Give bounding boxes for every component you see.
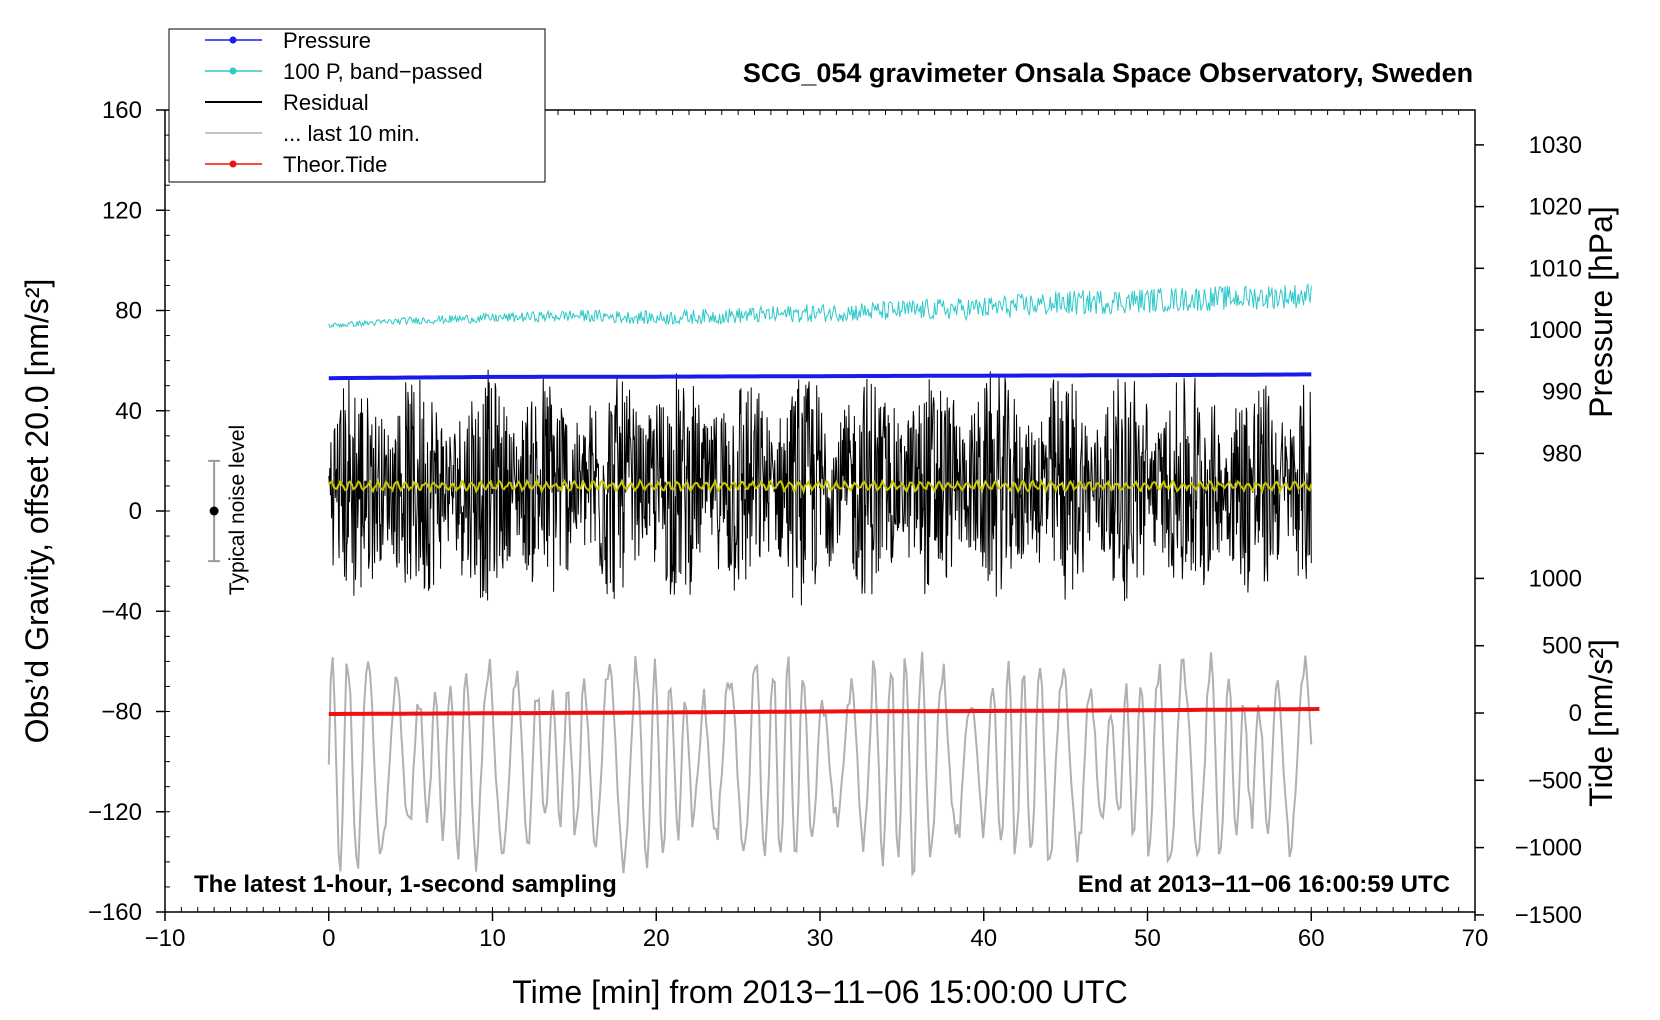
x-tick-label: 30 <box>807 925 834 952</box>
y-tick-label: 0 <box>129 498 142 525</box>
x-axis-label: Time [min] from 2013−11−06 15:00:00 UTC <box>512 974 1127 1010</box>
tide-tick-labels: 1000 500 0 −500 −1000 −1500 <box>1515 565 1582 929</box>
pressure-tick-label: 1000 <box>1529 317 1582 344</box>
pressure-tick-label: 1030 <box>1529 132 1582 159</box>
x-tick-label: 0 <box>322 925 335 952</box>
x-tick-label: −10 <box>145 925 186 952</box>
tide-tick-label: 0 <box>1569 700 1582 727</box>
tide-tick-label: 500 <box>1542 633 1582 660</box>
pressure-tick-labels: 1030 1020 1010 1000 990 980 <box>1529 132 1582 468</box>
x-tick-label: 20 <box>643 925 670 952</box>
legend: Pressure 100 P, band−passed Residual ... la… <box>168 28 546 183</box>
series-band-passed <box>328 282 1312 329</box>
major-ticks <box>156 109 1484 921</box>
x-tick-label: 50 <box>1134 925 1161 952</box>
x-tick-label: 40 <box>970 925 997 952</box>
minor-ticks <box>164 109 1476 913</box>
y-tick-labels: 160 120 80 40 0 −40 −80 −120 −160 <box>88 97 142 926</box>
x-tick-label: 10 <box>479 925 506 952</box>
pressure-tick-label: 980 <box>1542 440 1582 467</box>
legend-label: Theor.Tide <box>283 152 387 177</box>
tide-tick-label: −1500 <box>1515 902 1582 929</box>
noise-bar <box>208 459 221 563</box>
series-layer <box>327 282 1320 878</box>
chart-title: SCG_054 gravimeter Onsala Space Observat… <box>743 58 1473 88</box>
y-axis-label-tide: Tide [nm/s²] <box>1583 639 1619 807</box>
y-axis-label-left: Obs’d Gravity, offset 20.0 [nm/s²] <box>19 279 55 744</box>
legend-marker <box>229 160 237 168</box>
footer-right: End at 2013−11−06 16:00:59 UTC <box>1078 871 1450 898</box>
tide-tick-label: −500 <box>1528 767 1582 794</box>
series-residual-smoothed <box>327 477 1313 495</box>
y-tick-label: 160 <box>102 97 142 124</box>
series-last-10-min <box>327 651 1313 878</box>
y-tick-label: −40 <box>101 598 142 625</box>
tide-tick-label: 1000 <box>1529 565 1582 592</box>
legend-label: Residual <box>283 90 369 115</box>
y-tick-label: −80 <box>101 699 142 726</box>
legend-marker <box>229 67 237 75</box>
legend-label: 100 P, band−passed <box>283 59 483 84</box>
y-tick-label: 120 <box>102 197 142 224</box>
series-residual <box>328 369 1312 606</box>
y-tick-label: 80 <box>115 298 142 325</box>
series-pressure <box>328 372 1312 381</box>
noise-label: Typical noise level <box>226 425 249 595</box>
tide-tick-label: −1000 <box>1515 835 1582 862</box>
y-axis-label-pressure: Pressure [hPa] <box>1583 206 1619 418</box>
legend-label: Pressure <box>283 28 371 53</box>
x-tick-labels: −10 0 10 20 30 40 50 60 70 <box>145 925 1489 952</box>
legend-marker <box>229 36 237 44</box>
pressure-tick-label: 990 <box>1542 379 1582 406</box>
noise-bar-center-dot <box>209 506 219 516</box>
y-tick-label: −120 <box>88 799 142 826</box>
pressure-tick-label: 1020 <box>1529 194 1582 221</box>
pressure-tick-label: 1010 <box>1529 255 1582 282</box>
x-tick-label: 60 <box>1298 925 1325 952</box>
y-tick-label: −160 <box>88 899 142 926</box>
legend-box <box>168 28 546 183</box>
legend-label: ... last 10 min. <box>283 121 420 146</box>
x-tick-label: 70 <box>1462 925 1489 952</box>
series-theor-tide <box>328 707 1320 716</box>
y-tick-label: 40 <box>115 398 142 425</box>
footer-left: The latest 1-hour, 1-second sampling <box>194 871 617 898</box>
